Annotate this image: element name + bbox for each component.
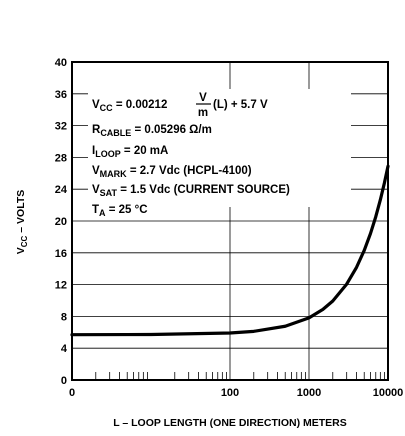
x-tick-label: 10000	[373, 387, 404, 399]
y-tick-label: 8	[61, 311, 67, 323]
y-tick-label: 4	[61, 343, 68, 355]
y-tick-label: 28	[55, 152, 67, 164]
x-tick-label: 100	[221, 387, 239, 399]
x-tick-label: 0	[69, 387, 75, 399]
x-tick-labels: 0 100 1000 10000	[69, 387, 403, 399]
y-tick-label: 32	[55, 121, 67, 133]
y-tick-labels: 0 4 8 12 16 20 24 28 32 36 40	[55, 57, 68, 387]
annotation-v-sat: VSAT = 1.5 Vdc (CURRENT SOURCE)	[92, 184, 290, 198]
annotation-i-loop: ILOOP = 20 mA	[92, 145, 168, 159]
x-tick-label: 1000	[297, 387, 321, 399]
y-tick-label: 16	[55, 248, 67, 260]
equation-fraction-denominator: m	[198, 107, 208, 119]
x-axis-title: L – LOOP LENGTH (ONE DIRECTION) METERS	[113, 417, 347, 429]
annotation-r-cable: RCABLE = 0.05296 Ω/m	[92, 124, 212, 138]
y-tick-label: 0	[61, 375, 67, 387]
y-tick-label: 24	[55, 184, 68, 196]
equation-line: VCC = 0.00212	[92, 99, 167, 113]
y-tick-label: 20	[55, 216, 67, 228]
y-tick-label: 40	[55, 57, 67, 69]
y-tick-label: 12	[55, 280, 67, 292]
annotation-background	[88, 89, 351, 207]
series-line	[70, 164, 390, 337]
curve-layer	[70, 164, 390, 337]
x-minor-ticks	[95, 372, 385, 380]
y-axis-title: VCC – VOLTS	[15, 190, 29, 254]
annotation-v-mark: VMARK = 2.7 Vdc (HCPL-4100)	[92, 165, 252, 179]
equation-suffix: (L) + 5.7 V	[213, 99, 268, 111]
y-tick-label: 36	[55, 89, 67, 101]
plot-frame	[71, 61, 389, 381]
annotation-t-a: TA = 25 °C	[92, 204, 148, 218]
equation-fraction-numerator: V	[199, 92, 207, 104]
